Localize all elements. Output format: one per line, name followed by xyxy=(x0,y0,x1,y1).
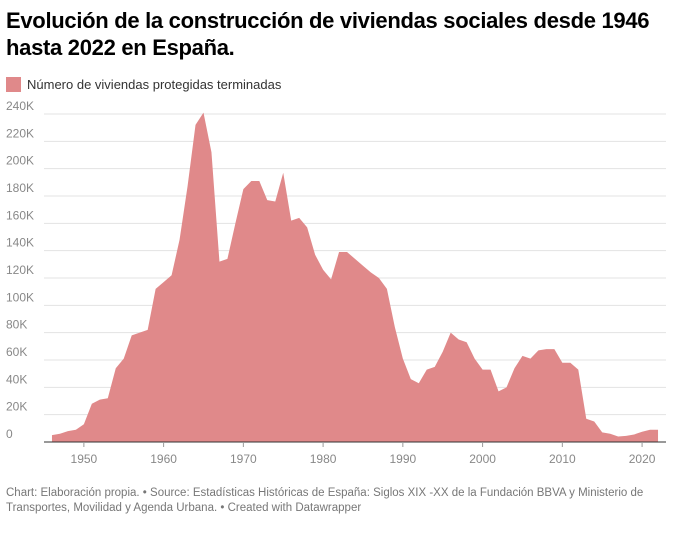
y-tick-label: 100K xyxy=(6,290,34,304)
series-area xyxy=(51,112,659,442)
x-tick-label: 2020 xyxy=(629,452,656,466)
y-tick-label: 0 xyxy=(6,427,13,441)
y-tick-label: 20K xyxy=(6,400,27,414)
y-tick-label: 180K xyxy=(6,181,34,195)
x-tick-label: 1950 xyxy=(71,452,98,466)
x-tick-label: 1960 xyxy=(150,452,177,466)
legend-swatch xyxy=(6,77,21,92)
x-tick-label: 1980 xyxy=(310,452,337,466)
y-tick-label: 120K xyxy=(6,263,34,277)
y-tick-label: 80K xyxy=(6,318,27,332)
chart-title: Evolución de la construcción de vivienda… xyxy=(6,8,650,60)
y-axis: 0 20K 40K 60K 80K 100K 120K 140K 160K 180K 200K 220… xyxy=(6,99,34,441)
x-axis: 1950 1960 1970 1980 1990 2000 2010 2020 xyxy=(71,442,656,466)
area-chart: 0 20K 40K 60K 80K 100K 120K 140K 160K 180K 200K 220… xyxy=(6,99,666,466)
legend-label: Número de viviendas protegidas terminada… xyxy=(27,77,282,92)
x-tick-label: 2000 xyxy=(469,452,496,466)
y-tick-label: 40K xyxy=(6,372,27,386)
x-tick-label: 2010 xyxy=(549,452,576,466)
x-tick-label: 1990 xyxy=(389,452,416,466)
y-tick-label: 200K xyxy=(6,154,34,168)
x-tick-label: 1970 xyxy=(230,452,257,466)
y-tick-label: 220K xyxy=(6,126,34,140)
legend: Número de viviendas protegidas terminada… xyxy=(6,77,281,92)
y-tick-label: 140K xyxy=(6,236,34,250)
y-tick-label: 60K xyxy=(6,345,27,359)
chart-footer: Chart: Elaboración propia. • Source: Est… xyxy=(6,487,644,514)
y-tick-label: 240K xyxy=(6,99,34,113)
y-tick-label: 160K xyxy=(6,208,34,222)
